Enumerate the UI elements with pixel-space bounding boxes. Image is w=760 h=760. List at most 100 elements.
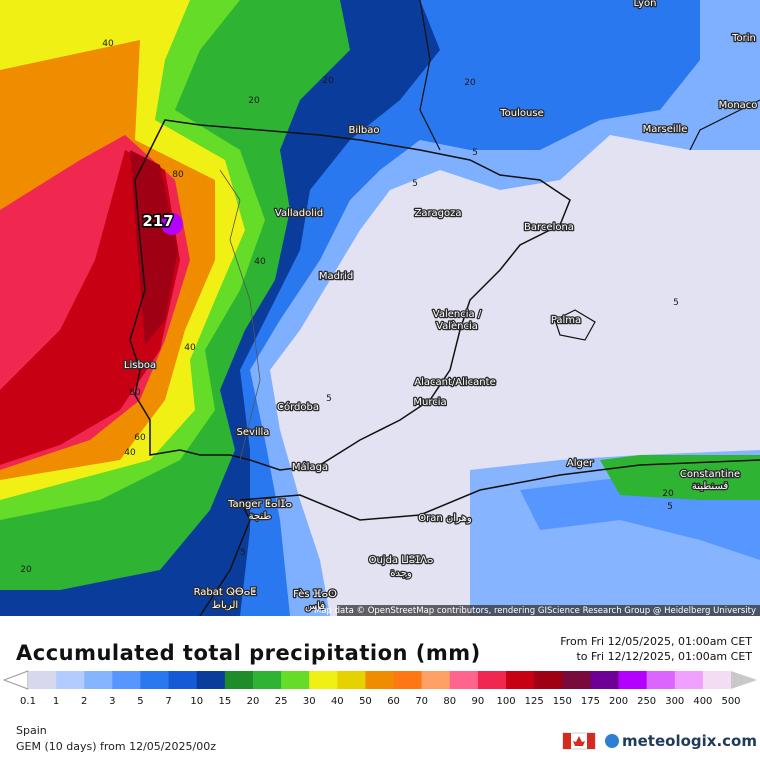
city-label: Oujda ⵡⵓⵊⴷⴰ (369, 555, 434, 566)
city-label: طنجة (249, 511, 272, 522)
contour-label: 40 (184, 343, 196, 353)
city-label: Madrid (319, 271, 353, 282)
max-label: 217 (142, 212, 173, 230)
scale-label: 175 (581, 696, 600, 707)
scale-swatch (534, 671, 563, 689)
city-label: Valladolid (275, 208, 323, 219)
contour-label: 20 (464, 78, 476, 88)
scale-swatch (28, 671, 57, 689)
precip-peak (161, 213, 183, 235)
scale-label: 0.1 (20, 696, 36, 707)
scale-label: 300 (665, 696, 684, 707)
contour-label: 20 (322, 76, 334, 86)
scale-swatch (309, 671, 338, 689)
scale-label: 70 (415, 696, 428, 707)
contour-labels: 40 20 20 20 80 40 40 80 60 40 5 5 5 5 5 20 20 5 (20, 39, 679, 575)
city-label: الرباط (212, 600, 238, 611)
coastline (689, 99, 760, 151)
city-label: Lyon (633, 0, 656, 9)
scale-swatch (84, 671, 113, 689)
attribution-bg (337, 605, 760, 616)
date-to: to Fri 12/12/2025, 01:00am CET (576, 650, 752, 663)
city-label: Marseille (643, 124, 688, 135)
contour-label: 5 (412, 179, 418, 189)
scale-label: 40 (331, 696, 344, 707)
scale-label: 2 (81, 696, 87, 707)
precip-area (600, 455, 760, 500)
color-scale: 0.1 1 2 3 5 7 10 15 20 25 30 40 50 60 70 80 90 100 125 150 1… (2, 670, 757, 707)
precip-area (0, 150, 180, 465)
scale-swatch (702, 671, 732, 689)
contour-label: 80 (172, 170, 184, 180)
scale-swatch (196, 671, 226, 689)
city-label: وجدة (390, 568, 412, 579)
model: GEM (10 days) from 12/05/2025/00z (16, 740, 216, 753)
scale-swatch (477, 671, 507, 689)
city-label: Monaco (719, 100, 758, 111)
city-label: قسنطينة (692, 481, 729, 492)
scale-swatch (168, 671, 198, 689)
map: Lyon Torin Monaco Bilbao Toulouse Marseille Za… (0, 0, 760, 616)
brand[interactable]: meteologix.com (622, 732, 757, 750)
city-label: València (436, 320, 478, 332)
city-label: Oran وهران (418, 513, 472, 524)
city-label: Palma (551, 315, 581, 326)
flag-band (587, 733, 595, 749)
city-label: Murcia (413, 397, 446, 408)
coastline (419, 0, 441, 151)
city-label: Fès ⴼⴰⵙ (293, 588, 337, 600)
region: Spain (16, 724, 47, 737)
contour-label: 80 (129, 388, 141, 398)
scale-label: 90 (472, 696, 485, 707)
scale-label: 500 (721, 696, 740, 707)
scale-swatch (112, 671, 141, 689)
maple-leaf (573, 736, 585, 746)
scale-label: 3 (109, 696, 115, 707)
scale-label: 200 (609, 696, 628, 707)
city-label: Zaragoza (414, 208, 461, 219)
scale-swatch (449, 671, 479, 689)
scale-swatch (590, 671, 620, 689)
city-label: Torin (731, 33, 756, 44)
contour-label: 20 (20, 565, 32, 575)
city-label: Lisboa (124, 360, 156, 371)
city-label: Tanger ⵟⴰⵏⵊⴰ (227, 499, 292, 510)
city-label: Valencia / (433, 309, 482, 320)
scale-swatch (56, 671, 85, 689)
scale-label: 1 (53, 696, 59, 707)
scale-label: 150 (553, 696, 572, 707)
coastline (199, 499, 251, 616)
contour-label: 40 (102, 39, 114, 49)
scale-label: 125 (525, 696, 544, 707)
scale-arrow-high (731, 671, 757, 689)
scale-swatch (393, 671, 423, 689)
legend-title: Accumulated total precipitation (mm) (16, 641, 481, 665)
scale-label: 15 (218, 696, 231, 707)
city-label: Córdoba (277, 401, 319, 413)
border (219, 169, 261, 461)
contour-label: 20 (662, 489, 674, 499)
scale-swatch (224, 671, 254, 689)
city-label: Bilbao (348, 125, 379, 136)
scale-label: 50 (359, 696, 372, 707)
city-label: Málaga (292, 461, 328, 473)
scale-swatch (562, 671, 591, 689)
scale-label: 25 (275, 696, 288, 707)
contour-label: 60 (134, 433, 146, 443)
scale-label: 10 (190, 696, 203, 707)
date-from: From Fri 12/05/2025, 01:00am CET (560, 635, 752, 648)
city-label: Alacant/Alicante (414, 377, 495, 388)
scale-label: 60 (387, 696, 400, 707)
contour-label: 5 (472, 148, 478, 158)
contour-label: 5 (326, 394, 332, 404)
scale-label: 5 (137, 696, 143, 707)
precip-area (130, 150, 178, 345)
brand-logo (605, 734, 619, 748)
scale-swatch (421, 671, 451, 689)
flag-band (563, 733, 571, 749)
contour-label: 5 (673, 298, 679, 308)
scale-swatch (365, 671, 395, 689)
city-label: Barcelona (524, 222, 574, 233)
